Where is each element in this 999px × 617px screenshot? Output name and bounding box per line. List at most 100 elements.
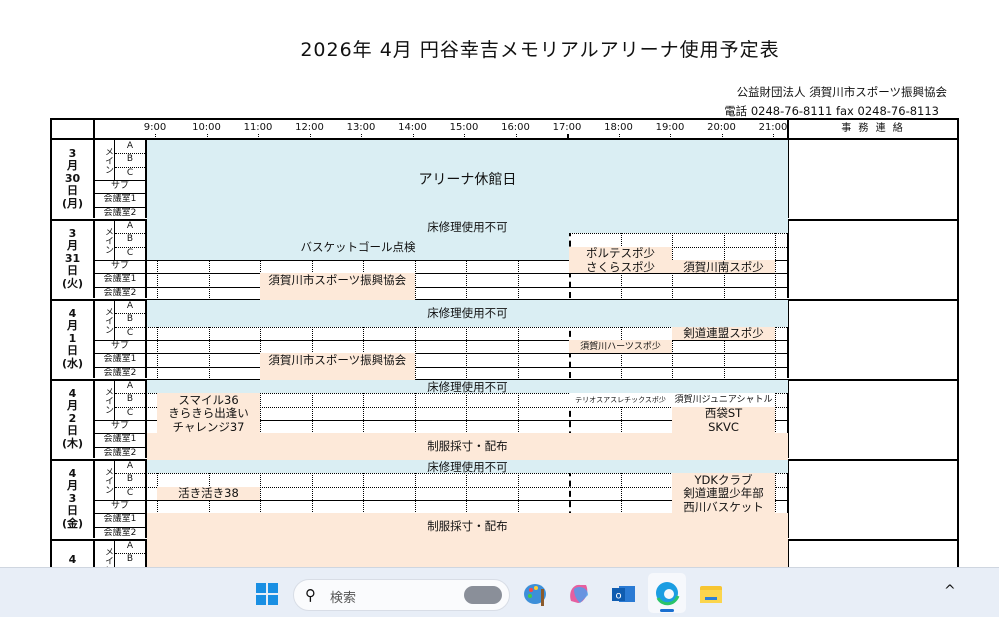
event-block: 須賀川ジュニアシャトル — [672, 393, 775, 407]
date-part: (火) — [61, 276, 84, 290]
row-label-sub: サブ — [110, 340, 129, 351]
row-label-a: A — [126, 461, 134, 471]
hour-gridline — [260, 460, 261, 538]
tray-overflow-chevron[interactable]: ^ — [944, 583, 956, 599]
row-label-room1: 会議室1 — [103, 354, 137, 365]
hour-label: 18:00 — [604, 122, 633, 133]
row-divider — [115, 406, 789, 408]
date-label: 4 月 3 日 (金) — [52, 460, 95, 538]
hour-gridline — [466, 380, 467, 458]
event-block: 床修理使用不可 — [147, 220, 788, 234]
date-part: 30 — [64, 171, 81, 185]
row-divider — [95, 366, 789, 368]
hour-gridline — [517, 380, 519, 458]
day-block: 4 月 3 日 (金) メイン A B C サブ 会議室1 会議室2 床修理使用不可 YDKクラブ 活き活き… — [50, 460, 959, 541]
event-block: 第4回KIZUNAカップバドミントン大会 — [147, 540, 788, 567]
row-label-b: B — [126, 314, 134, 325]
hour-tick — [670, 134, 671, 139]
hour-gridline — [517, 460, 519, 538]
event-block: SKVC — [672, 419, 775, 434]
row-label-b: B — [126, 394, 134, 405]
hour-label: 21:00 — [758, 122, 788, 133]
hour-gridline — [414, 380, 416, 458]
event-block: 須賀川ハーツスポ少 — [569, 339, 672, 354]
hour-gridline — [775, 300, 776, 378]
hour-gridline — [672, 220, 673, 298]
hour-label: 12:00 — [295, 122, 324, 133]
taskbar: ⚲ 検索 o ^ — [0, 567, 999, 617]
row-label-b: B — [126, 234, 134, 245]
hour-gridline — [208, 300, 210, 378]
search-box[interactable]: ⚲ 検索 — [293, 579, 510, 611]
event-block: バスケットゴール点検 — [147, 233, 569, 260]
notes-cell — [787, 380, 789, 458]
label-divider — [145, 380, 147, 458]
hour-gridline — [311, 460, 313, 538]
row-label-main: メイン — [95, 380, 115, 420]
row-label-main: メイン — [95, 300, 115, 340]
date-label: 3 月 30 日 (月) — [52, 140, 95, 218]
row-label-main: メイン — [95, 540, 115, 567]
row-divider — [95, 259, 789, 261]
date-part: (木) — [61, 436, 84, 450]
row-divider — [115, 393, 789, 395]
hour-gridline — [569, 380, 571, 458]
header-notes: 事 務 連 絡 — [787, 118, 959, 140]
hour-gridline — [775, 220, 776, 298]
windows-start-icon[interactable] — [250, 577, 284, 611]
hour-gridline — [363, 380, 364, 458]
row-label-room2: 会議室2 — [103, 367, 137, 378]
row-divider — [95, 499, 789, 501]
event-block: 須賀川南スポ少 — [672, 259, 775, 274]
label-divider — [145, 140, 147, 218]
hour-gridline — [466, 460, 467, 538]
search-icon: ⚲ — [305, 586, 316, 604]
row-label-room1: 会議室1 — [103, 514, 137, 525]
event-block: さくらスポ少 — [569, 259, 672, 274]
label-divider — [145, 220, 147, 298]
edge-icon[interactable] — [648, 573, 686, 613]
date-part: (月) — [61, 196, 84, 210]
search-placeholder: 検索 — [330, 591, 357, 606]
header-date-cell — [50, 118, 95, 140]
notes-cell — [787, 140, 789, 218]
hour-tick — [412, 134, 414, 139]
row-label-c: C — [126, 247, 134, 258]
row-label-sub: サブ — [110, 180, 129, 191]
page-title: 2026年 4月 円谷幸吉メモリアルアリーナ使用予定表 — [300, 39, 780, 61]
date-part: 4 — [68, 306, 77, 320]
row-label-b: B — [126, 154, 134, 165]
hour-label: 9:00 — [143, 122, 167, 133]
row-label-room1: 会議室1 — [103, 194, 137, 205]
event-block: テリオスアスレチックスポ少 — [569, 393, 672, 407]
paint-icon[interactable] — [519, 577, 553, 611]
outlook-icon[interactable]: o — [606, 577, 640, 611]
event-block: 床修理使用不可 — [147, 380, 788, 394]
hour-label: 15:00 — [449, 122, 479, 133]
row-label-c: C — [126, 167, 134, 178]
hour-gridline — [775, 460, 776, 538]
hour-gridline — [414, 300, 416, 378]
row-divider — [95, 419, 789, 421]
copilot-icon[interactable] — [562, 577, 596, 611]
file-explorer-icon[interactable] — [694, 577, 728, 611]
hour-tick — [618, 134, 620, 139]
date-label: 4月4日 — [52, 540, 95, 567]
hour-tick — [206, 134, 208, 139]
date-part: 31 — [64, 251, 81, 265]
label-divider — [145, 460, 147, 538]
hour-gridline — [569, 460, 571, 538]
hour-tick — [155, 134, 156, 139]
date-part: 4 — [68, 466, 77, 480]
row-label-room2: 会議室2 — [103, 447, 137, 458]
date-part: (金) — [61, 516, 84, 530]
event-block: 床修理使用不可 — [147, 300, 788, 327]
svg-text:o: o — [615, 591, 621, 602]
event-block: チャレンジ37 — [157, 419, 260, 434]
hour-tick — [258, 134, 259, 139]
event-block: スマイル36 — [157, 393, 260, 407]
date-label: 4 月 2 日 (木) — [52, 380, 95, 458]
date-part: 日 — [67, 184, 78, 198]
hour-gridline — [620, 300, 622, 378]
row-label-main: メイン — [95, 140, 115, 180]
